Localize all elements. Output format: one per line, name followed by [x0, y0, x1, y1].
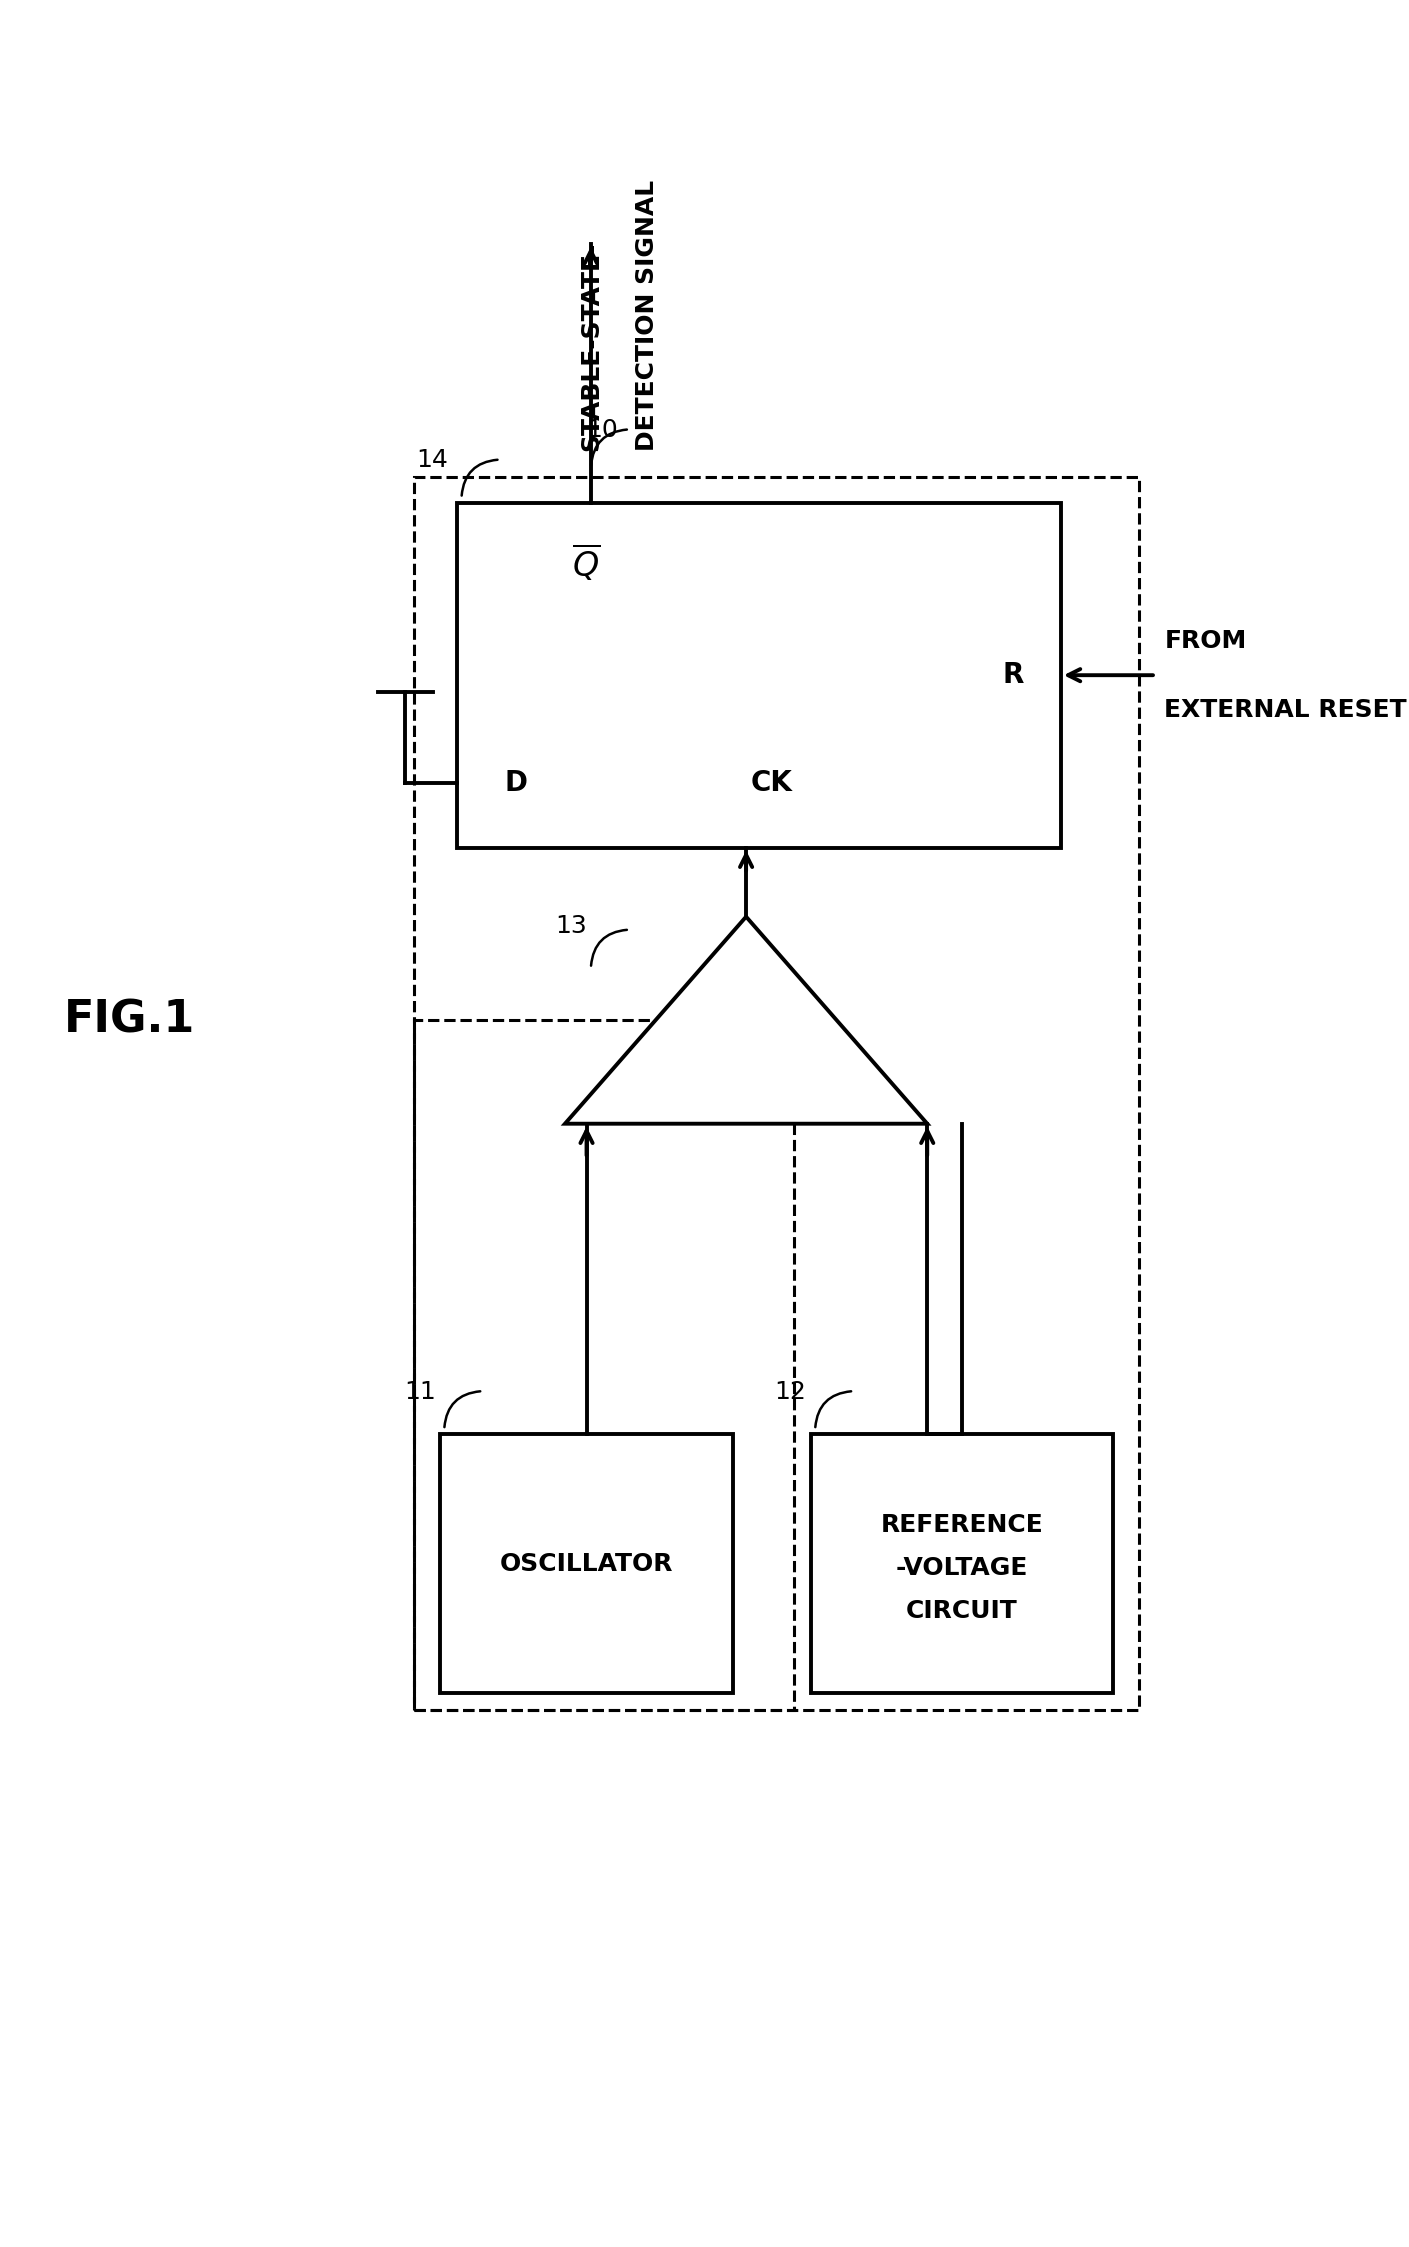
Bar [414, 476, 1138, 1710]
Text: EXTERNAL RESET: EXTERNAL RESET [1164, 697, 1408, 721]
Text: REFERENCE: REFERENCE [881, 1512, 1043, 1537]
Bar [440, 1434, 733, 1692]
Text: 11: 11 [404, 1380, 435, 1404]
Text: 13: 13 [555, 915, 586, 939]
Text: CK: CK [750, 768, 792, 798]
Text: FROM: FROM [1164, 629, 1247, 652]
Bar [810, 1434, 1113, 1692]
Text: R: R [1003, 661, 1024, 690]
Text: -VOLTAGE: -VOLTAGE [896, 1555, 1029, 1580]
Polygon shape [565, 917, 927, 1124]
Text: CIRCUIT: CIRCUIT [906, 1600, 1017, 1622]
Text: STABLE-STATE-: STABLE-STATE- [579, 240, 603, 452]
Text: OSCILLATOR: OSCILLATOR [500, 1553, 674, 1575]
Text: 12: 12 [775, 1380, 806, 1404]
Bar [414, 1020, 793, 1710]
Text: 14: 14 [417, 449, 448, 472]
Text: DETECTION SIGNAL: DETECTION SIGNAL [635, 180, 659, 452]
Bar [457, 503, 1061, 847]
Text: $\overline{Q}$: $\overline{Q}$ [572, 542, 600, 584]
Text: FIG.1: FIG.1 [63, 998, 194, 1043]
Text: 10: 10 [586, 418, 619, 443]
Text: D: D [504, 768, 527, 798]
